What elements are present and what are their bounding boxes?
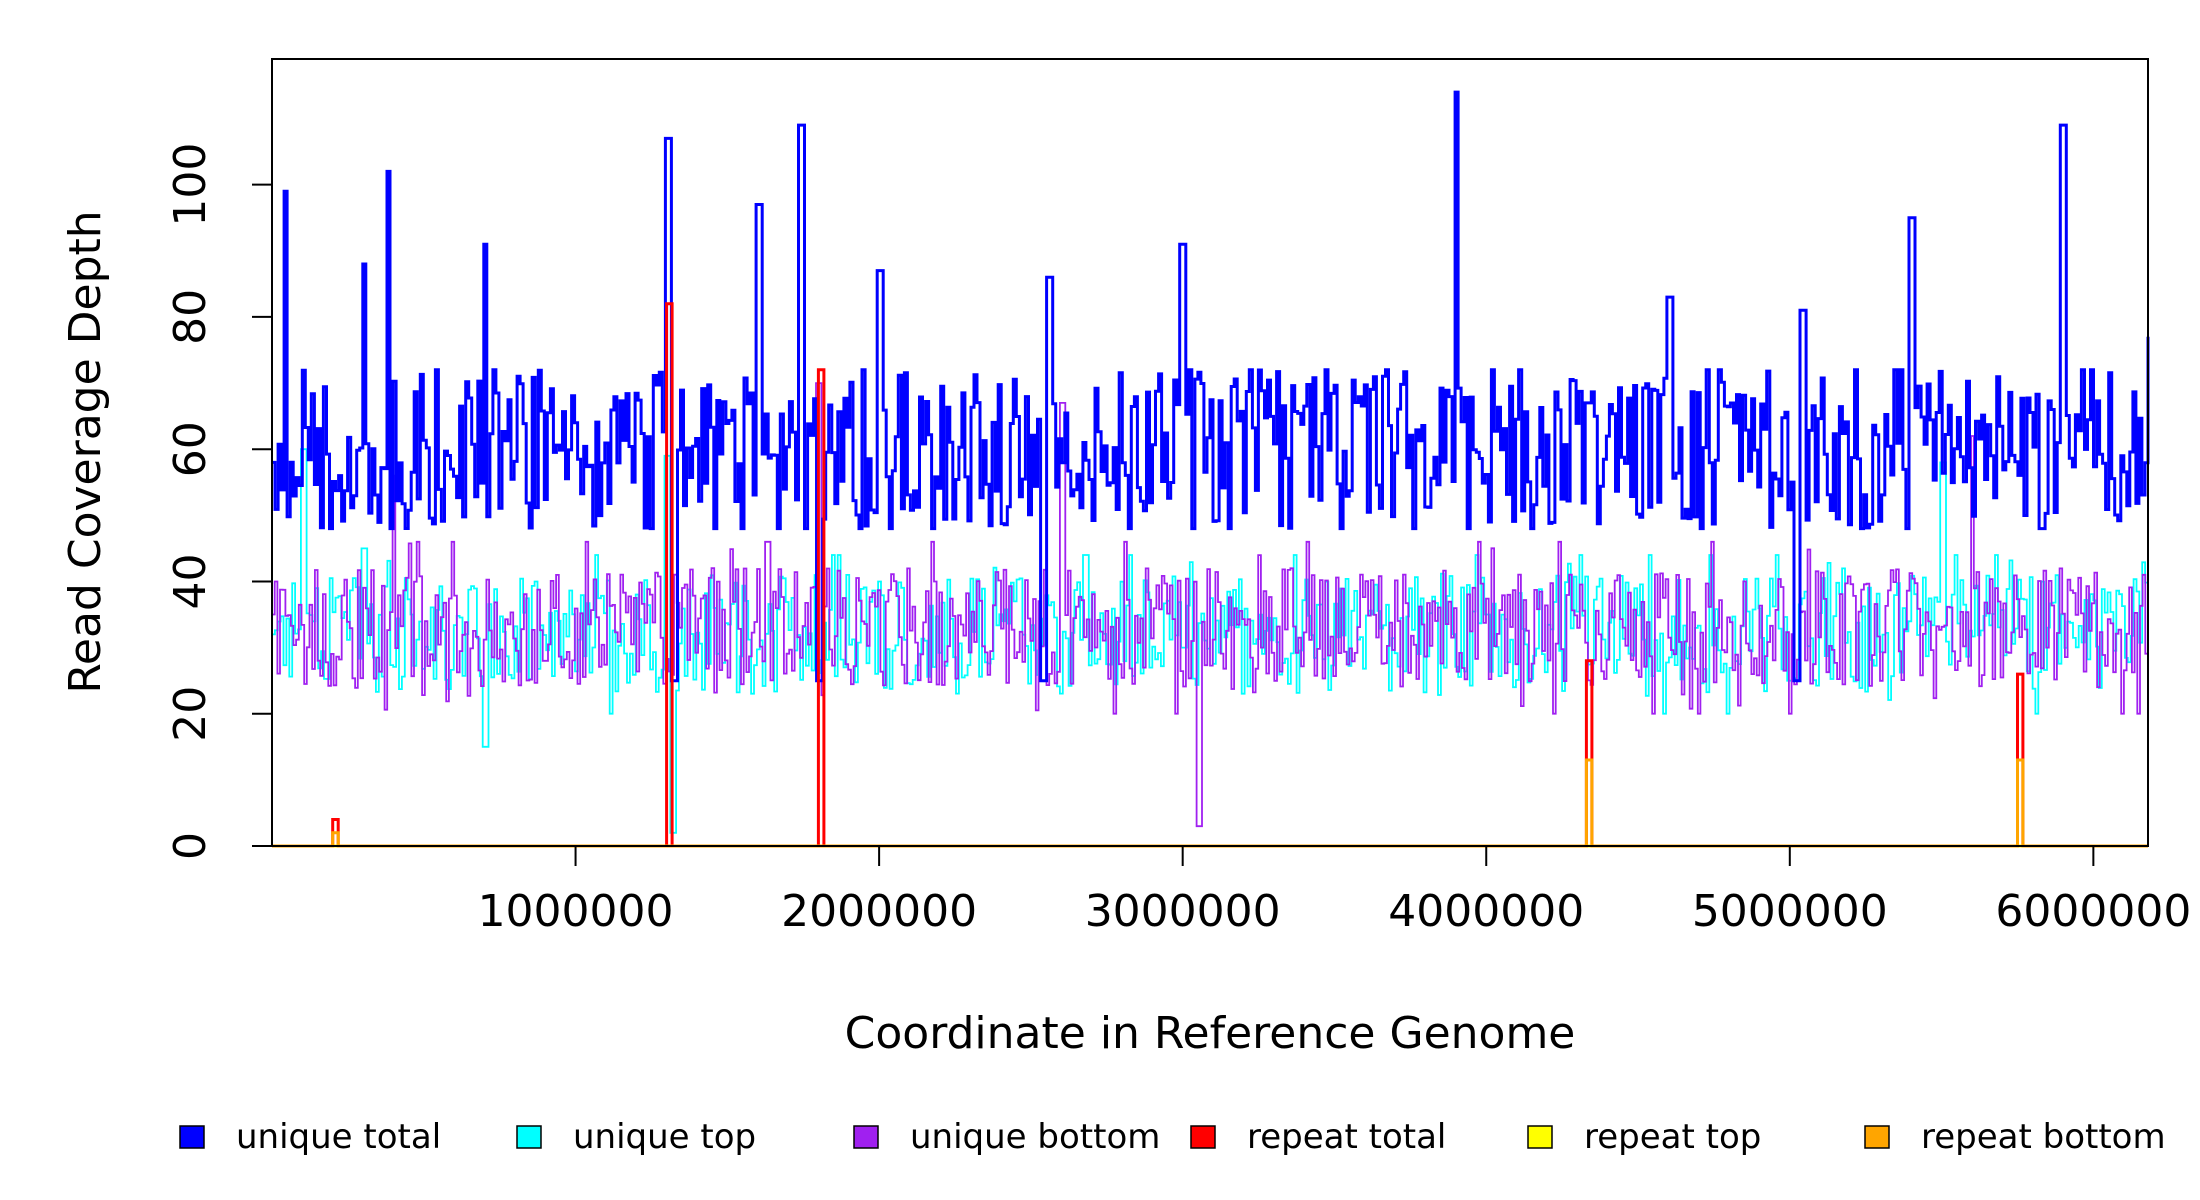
legend-swatch: [516, 1125, 542, 1149]
x-axis: 1000000 2000000 3000000 4000000 5000000 60000…: [478, 845, 2191, 937]
legend-item-unique-bottom: unique bottom: [853, 1117, 1160, 1157]
legend-swatch: [1190, 1125, 1216, 1149]
y-axis: 0 20 40 60 80 100: [165, 143, 273, 860]
y-tick-label: 40: [165, 553, 216, 609]
legend-item-repeat-total: repeat total: [1190, 1117, 1446, 1157]
x-tick-label: 3000000: [1085, 886, 1281, 937]
legend-label: repeat top: [1584, 1117, 1761, 1157]
x-tick-label: 2000000: [781, 886, 977, 937]
x-tick-label: 6000000: [1995, 886, 2191, 937]
legend-item-unique-total: unique total: [179, 1117, 441, 1157]
legend-swatch: [1864, 1125, 1890, 1149]
legend-item-repeat-top: repeat top: [1527, 1117, 1761, 1157]
y-axis-title: Read Coverage Depth: [60, 210, 111, 693]
y-tick-label: 100: [165, 143, 216, 227]
x-tick-label: 5000000: [1692, 886, 1888, 937]
y-tick-label: 20: [165, 686, 216, 742]
series-line-unique-total: [272, 90, 2150, 683]
series-line-unique-bottom: [272, 382, 2149, 828]
series-line-repeat-bottom: [272, 758, 2148, 848]
legend-swatch: [1527, 1125, 1553, 1149]
y-tick-label: 0: [165, 832, 216, 860]
legend: unique total unique top unique bottom repea…: [179, 1117, 2166, 1157]
y-tick-label: 60: [165, 421, 216, 477]
legend-label: unique bottom: [910, 1117, 1160, 1157]
x-axis-title: Coordinate in Reference Genome: [845, 1008, 1576, 1059]
legend-swatch: [853, 1125, 879, 1149]
legend-label: unique top: [573, 1117, 756, 1157]
series-layer: [272, 90, 2150, 848]
legend-item-unique-top: unique top: [516, 1117, 756, 1157]
legend-item-repeat-bottom: repeat bottom: [1864, 1117, 2166, 1157]
y-tick-label: 80: [165, 289, 216, 345]
legend-swatch: [179, 1125, 205, 1149]
x-tick-label: 1000000: [478, 886, 674, 937]
x-tick-label: 4000000: [1388, 886, 1584, 937]
legend-label: unique total: [236, 1117, 441, 1157]
legend-label: repeat total: [1247, 1117, 1446, 1157]
legend-label: repeat bottom: [1921, 1117, 2166, 1157]
